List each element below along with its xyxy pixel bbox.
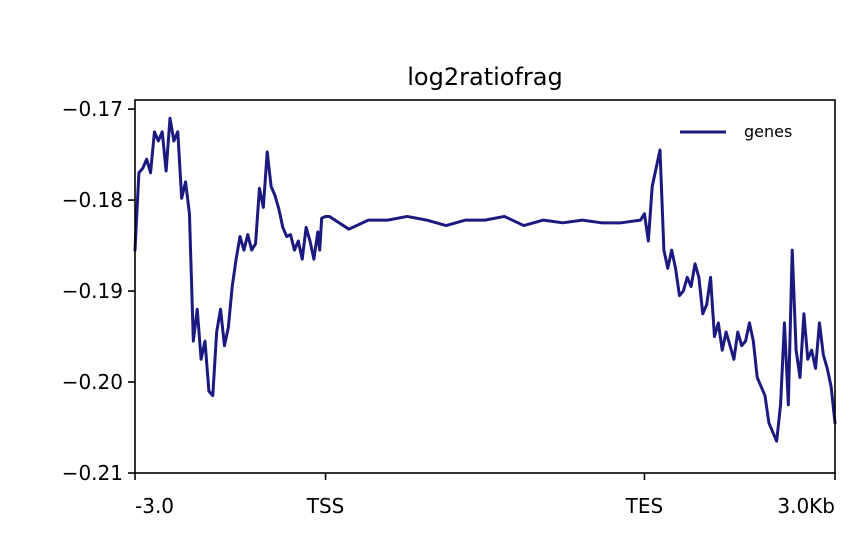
legend-label-genes: genes (744, 122, 792, 141)
plot-frame (134, 99, 836, 474)
y-tick-label: −0.17 (62, 97, 123, 121)
y-tick-label: −0.21 (62, 461, 123, 485)
x-tick-label: TES (625, 494, 664, 518)
y-tick-label: −0.19 (62, 279, 123, 303)
plot-area (133, 116, 837, 443)
x-tick-label: TSS (306, 494, 345, 518)
y-tick-label: −0.18 (62, 188, 123, 212)
series-line-genes (133, 116, 837, 443)
x-tick-label: 3.0Kb (777, 494, 835, 518)
axes: −0.17 −0.18 −0.19 −0.20 −0.21 -3.0 TSS TES 3.0Kb (62, 97, 836, 518)
y-tick-label: −0.20 (62, 370, 123, 394)
x-tick-label: -3.0 (135, 494, 174, 518)
legend: genes (680, 122, 792, 141)
chart-title: log2ratiofrag (407, 63, 562, 91)
